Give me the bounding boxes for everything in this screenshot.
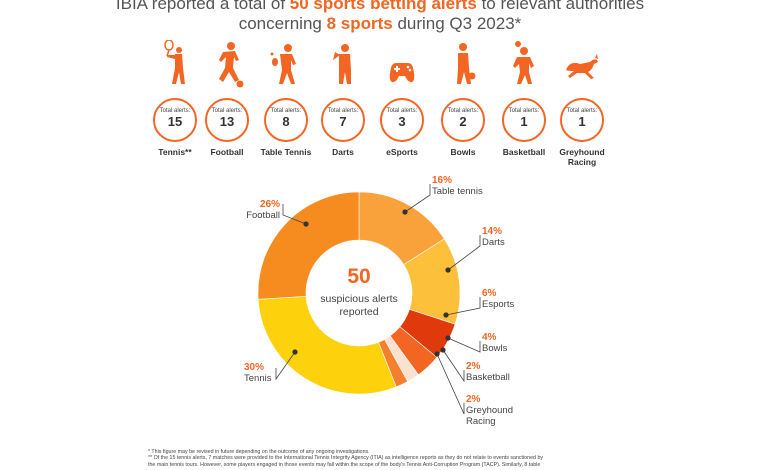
alert-count-badge: Total alerts: 8 [264, 98, 308, 142]
badge-count: 1 [520, 114, 528, 129]
category-label-bowls: Bowls [482, 343, 508, 354]
darts-player-icon [333, 44, 351, 84]
badge-label: Total alerts: [566, 108, 598, 114]
badge-count: 15 [167, 114, 183, 129]
badge-label: Total alerts: [386, 108, 418, 114]
badge-count: 2 [459, 114, 467, 129]
headline-line-1: IBIA reported a total of 50 sports betti… [0, 0, 760, 14]
footnote-1: * This figure may be revised in future d… [148, 449, 370, 455]
headline-text: during Q3 2023* [392, 14, 522, 33]
center-total-value: 50 [347, 265, 370, 288]
callout-dot-greyhound-racing [434, 351, 440, 357]
basketball-player-icon [513, 41, 534, 84]
badge-count: 13 [219, 114, 235, 129]
callout-leader-basketball [442, 349, 465, 383]
percent-label-darts: 14% [482, 226, 502, 237]
badge-label: Total alerts: [447, 108, 479, 114]
percent-label-table-tennis: 16% [432, 175, 452, 186]
sport-card-table-tennis: Total alerts: 8 Table Tennis [251, 40, 321, 157]
sport-name: Darts [332, 147, 354, 157]
sport-card-bowls: Total alerts: 2 Bowls [428, 40, 498, 157]
sport-card-basketball: Total alerts: 1 Basketball [489, 40, 559, 157]
badge-count: 7 [339, 114, 347, 129]
game-controller-icon [389, 63, 415, 83]
sport-name: Bowls [450, 147, 476, 157]
alert-count-badge: Total alerts: 7 [321, 98, 365, 142]
sport-name: Basketball [502, 147, 546, 157]
badge-label: Total alerts: [270, 108, 302, 114]
tennis-player-icon [164, 40, 185, 84]
callout-leader-bowls [447, 337, 481, 353]
callout-leader-esports [445, 297, 481, 316]
sport-card-esports: Total alerts: 3 eSports [367, 40, 437, 157]
alert-count-badge: Total alerts: 3 [380, 98, 424, 142]
center-caption-line2: reported [339, 306, 378, 318]
callout-dot-bowls [445, 335, 451, 341]
alert-count-badge: Total alerts: 1 [560, 98, 604, 142]
sport-name: Greyhound Racing [559, 147, 605, 167]
headline-line-2: concerning 8 sports during Q3 2023* [0, 14, 760, 34]
category-label-football: Football [246, 210, 280, 221]
greyhound-icon [566, 54, 598, 79]
bowls-player-icon [457, 43, 476, 84]
callout-dot-darts [445, 267, 451, 273]
category-label-basketball: Basketball [466, 372, 510, 383]
percent-label-basketball: 2% [466, 361, 481, 372]
category-label-table-tennis: Table tennis [432, 186, 483, 197]
callout-dot-esports [443, 312, 449, 318]
headline-text: concerning [238, 14, 327, 33]
callout-leader-table-tennis [404, 184, 431, 213]
percent-label-esports: 6% [482, 288, 497, 299]
callout-dot-tennis [292, 349, 298, 355]
category-label-greyhound-racing: Racing [466, 416, 496, 427]
badge-label: Total alerts: [508, 108, 540, 114]
callout-dot-basketball [440, 347, 446, 353]
percent-label-greyhound-racing: 2% [466, 394, 481, 405]
alert-count-badge: Total alerts: 2 [441, 98, 485, 142]
sport-name: Football [210, 147, 244, 157]
sport-card-football: Total alerts: 13 Football [192, 40, 262, 157]
percent-label-bowls: 4% [482, 332, 497, 343]
sport-name: Table Tennis [260, 147, 312, 157]
badge-count: 3 [398, 114, 406, 129]
badge-label: Total alerts: [327, 108, 359, 114]
callout-leader-football [282, 204, 307, 225]
sport-card-tennis: Total alerts: 15 Tennis** [140, 40, 210, 157]
sport-name: eSports [386, 147, 418, 157]
callout-dot-football [303, 221, 309, 227]
callout-leader-greyhound-racing [436, 353, 465, 415]
category-label-esports: Esports [482, 299, 514, 310]
footnote-2: ** Of the 15 tennis alerts, 7 matches we… [148, 455, 544, 461]
badge-count: 8 [282, 114, 290, 129]
footnote-3: the main tennis tours. However, some pla… [148, 462, 541, 468]
callout-leader-darts [447, 235, 481, 271]
category-label-greyhound-racing: Greyhound [466, 405, 513, 416]
badge-count: 1 [578, 114, 586, 129]
percent-label-tennis: 30% [244, 362, 264, 373]
football-player-icon [219, 42, 244, 88]
table-tennis-player-icon [270, 44, 296, 84]
donut-slice-tennis [257, 296, 397, 395]
headline-text: IBIA reported a total of [115, 0, 290, 13]
category-label-darts: Darts [482, 237, 505, 248]
alert-count-badge: Total alerts: 15 [153, 98, 197, 142]
category-label-tennis: Tennis [244, 373, 272, 384]
callout-leader-tennis [275, 351, 296, 381]
sport-card-darts: Total alerts: 7 Darts [308, 40, 378, 157]
badge-label: Total alerts: [159, 108, 191, 114]
alert-count-badge: Total alerts: 1 [502, 98, 546, 142]
headline-text: to relevant authorities [476, 0, 645, 13]
callout-dot-table-tennis [402, 209, 408, 215]
sport-name: Tennis** [158, 147, 192, 157]
center-caption-line1: suspicious alerts [320, 293, 398, 305]
headline-highlight-sports: 8 sports [326, 14, 393, 33]
headline-highlight-alerts: 50 sports betting alerts [289, 0, 477, 13]
donut-slice-football [257, 191, 360, 300]
sport-card-greyhound-racing: Total alerts: 1 Greyhound Racing [547, 40, 617, 167]
percent-label-football: 26% [260, 199, 280, 210]
badge-label: Total alerts: [211, 108, 243, 114]
alert-count-badge: Total alerts: 13 [205, 98, 249, 142]
